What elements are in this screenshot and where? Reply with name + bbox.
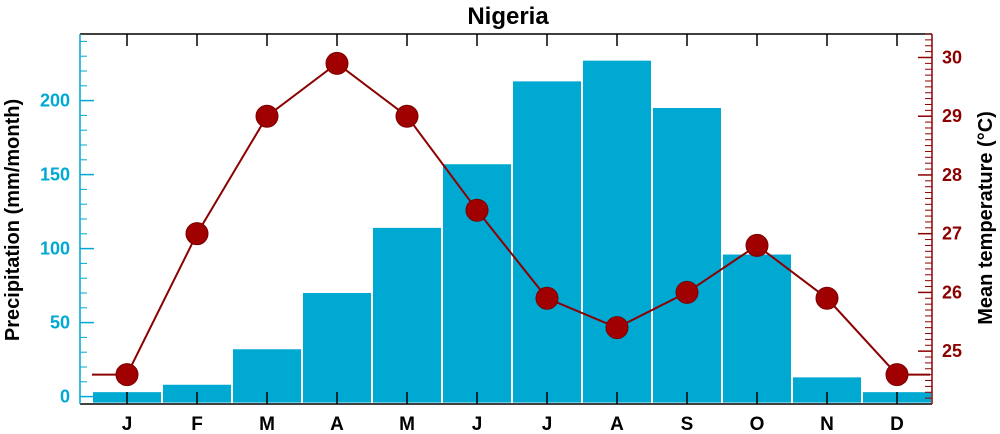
x-tick-label: M	[259, 414, 275, 434]
temperature-marker	[115, 363, 139, 387]
temperature-marker	[255, 104, 279, 128]
temperature-marker	[745, 233, 769, 257]
y2-axis-label: Mean temperature (°C)	[975, 111, 997, 325]
bar	[303, 293, 371, 403]
temperature-marker	[395, 104, 419, 128]
x-tick-label: M	[399, 414, 415, 434]
y-tick-label: 150	[40, 165, 70, 185]
x-tick-label: J	[122, 414, 133, 434]
ticks: 0 50 100 150 200 25 26 27 28 29 30 J F M A M J J A S O N D	[40, 33, 962, 434]
y-tick-label: 100	[40, 239, 70, 259]
y-tick-label: 200	[40, 91, 70, 111]
y2-tick-label: 29	[942, 106, 962, 126]
x-tick-label: J	[542, 414, 553, 434]
temperature-series	[92, 51, 930, 387]
bar	[373, 227, 441, 403]
x-tick-label: A	[610, 414, 624, 434]
y2-tick-label: 25	[942, 341, 962, 361]
temperature-marker	[815, 286, 839, 310]
temperature-marker	[185, 222, 209, 246]
temperature-marker	[885, 363, 909, 387]
x-tick-label: O	[750, 414, 765, 434]
temperature-marker	[465, 198, 489, 222]
chart-title: Nigeria	[467, 3, 549, 30]
y2-tick-label: 30	[942, 47, 962, 67]
bar	[723, 254, 791, 403]
x-tick-label: N	[820, 414, 834, 434]
temperature-marker	[325, 51, 349, 75]
y2-tick-label: 28	[942, 165, 962, 185]
x-tick-label: J	[472, 414, 483, 434]
temperature-line	[92, 62, 930, 376]
x-tick-label: F	[191, 414, 203, 434]
bar	[513, 81, 581, 403]
axes	[79, 33, 933, 405]
x-tick-label: A	[330, 414, 344, 434]
y-axis-label: Precipitation (mm/month)	[2, 99, 24, 341]
y-tick-label: 50	[50, 313, 70, 333]
bar	[583, 60, 651, 403]
x-tick-label: D	[890, 414, 904, 434]
x-tick-label: S	[681, 414, 694, 434]
y2-tick-label: 27	[942, 224, 962, 244]
temperature-marker	[535, 286, 559, 310]
bar-series	[93, 60, 931, 403]
temperature-marker	[675, 280, 699, 304]
temperature-marker	[605, 316, 629, 340]
y-tick-label: 0	[60, 387, 70, 407]
y2-tick-label: 26	[942, 282, 962, 302]
bar	[653, 108, 721, 403]
